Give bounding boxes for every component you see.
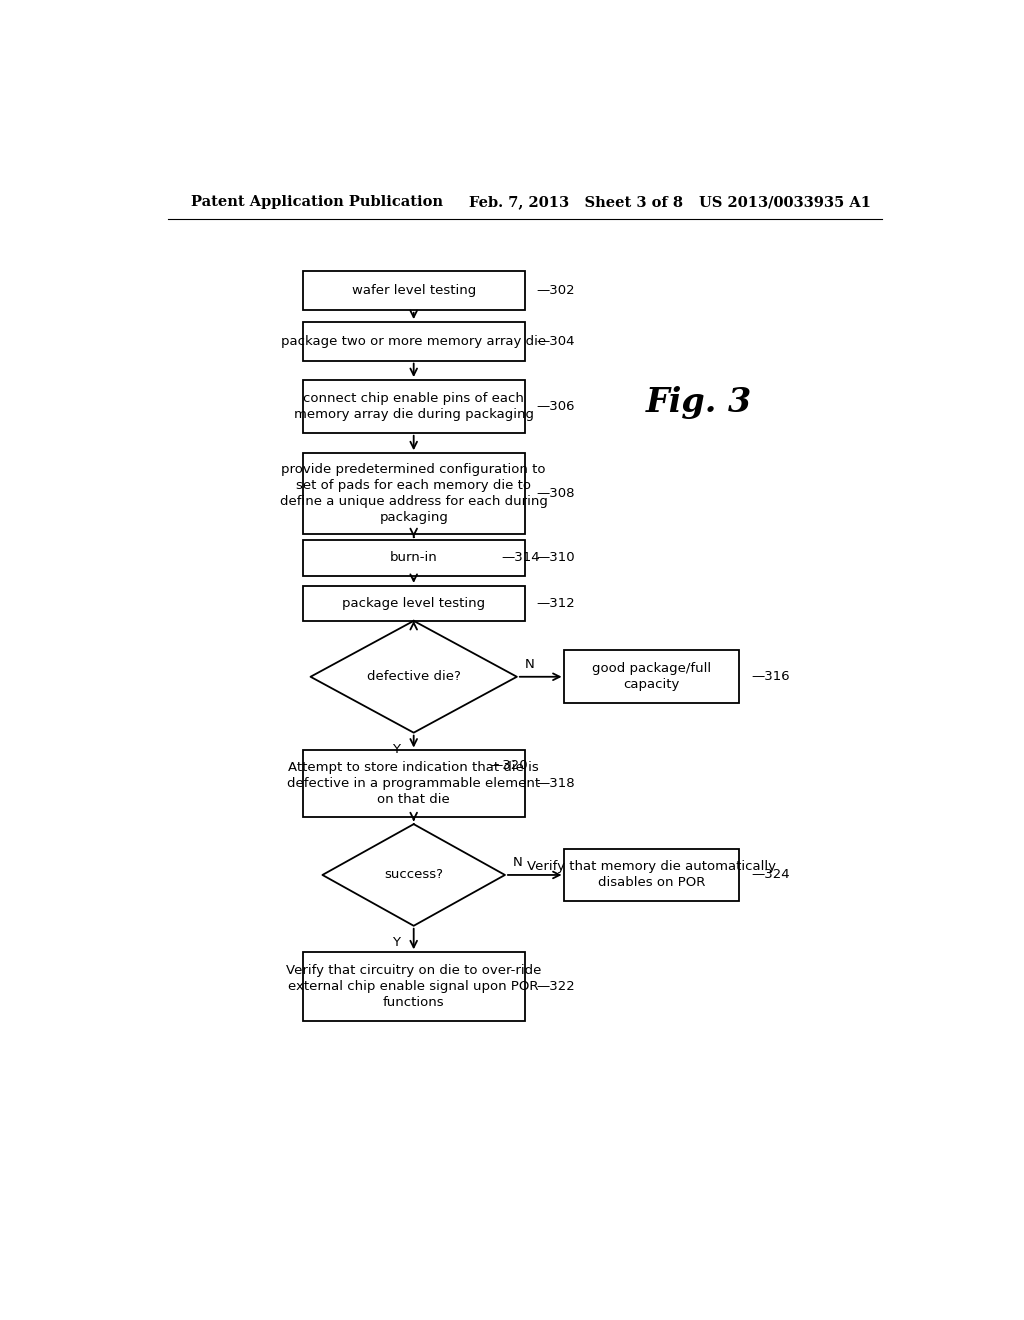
Bar bbox=[303, 540, 524, 576]
Bar bbox=[303, 380, 524, 433]
Text: —304: —304 bbox=[537, 335, 575, 348]
Bar bbox=[303, 751, 524, 817]
Bar bbox=[303, 453, 524, 535]
Bar bbox=[303, 271, 524, 310]
Text: —314: —314 bbox=[501, 552, 540, 565]
Text: —302: —302 bbox=[537, 284, 575, 297]
Text: Feb. 7, 2013   Sheet 3 of 8: Feb. 7, 2013 Sheet 3 of 8 bbox=[469, 195, 683, 209]
Text: Fig. 3: Fig. 3 bbox=[646, 385, 753, 418]
Bar bbox=[303, 952, 524, 1022]
Text: defective die?: defective die? bbox=[367, 671, 461, 684]
Bar bbox=[303, 586, 524, 622]
Text: —316: —316 bbox=[751, 671, 790, 684]
Bar bbox=[564, 651, 739, 704]
Text: Verify that circuitry on die to over-ride
external chip enable signal upon POR
f: Verify that circuitry on die to over-rid… bbox=[286, 965, 542, 1010]
Text: —320: —320 bbox=[489, 759, 527, 772]
Text: connect chip enable pins of each
memory array die during packaging: connect chip enable pins of each memory … bbox=[294, 392, 534, 421]
Bar bbox=[564, 849, 739, 902]
Text: Attempt to store indication that die is
defective in a programmable element
on t: Attempt to store indication that die is … bbox=[287, 762, 541, 807]
Text: —322: —322 bbox=[537, 981, 575, 993]
Text: package two or more memory array die: package two or more memory array die bbox=[282, 335, 546, 348]
Text: good package/full
capacity: good package/full capacity bbox=[592, 663, 712, 692]
Text: —324: —324 bbox=[751, 869, 790, 882]
Bar bbox=[303, 322, 524, 360]
Text: US 2013/0033935 A1: US 2013/0033935 A1 bbox=[699, 195, 871, 209]
Text: —318: —318 bbox=[537, 777, 575, 789]
Text: N: N bbox=[524, 659, 535, 671]
Text: Verify that memory die automatically
disables on POR: Verify that memory die automatically dis… bbox=[527, 861, 776, 890]
Text: —312: —312 bbox=[537, 597, 575, 610]
Text: success?: success? bbox=[384, 869, 443, 882]
Text: N: N bbox=[513, 857, 522, 870]
Text: Y: Y bbox=[392, 936, 400, 949]
Text: Y: Y bbox=[392, 743, 400, 756]
Text: wafer level testing: wafer level testing bbox=[351, 284, 476, 297]
Text: Patent Application Publication: Patent Application Publication bbox=[191, 195, 443, 209]
Text: —310: —310 bbox=[537, 552, 575, 565]
Text: package level testing: package level testing bbox=[342, 597, 485, 610]
Text: —308: —308 bbox=[537, 487, 575, 500]
Text: provide predetermined configuration to
set of pads for each memory die to
define: provide predetermined configuration to s… bbox=[280, 463, 548, 524]
Text: —306: —306 bbox=[537, 400, 575, 413]
Text: burn-in: burn-in bbox=[390, 552, 437, 565]
